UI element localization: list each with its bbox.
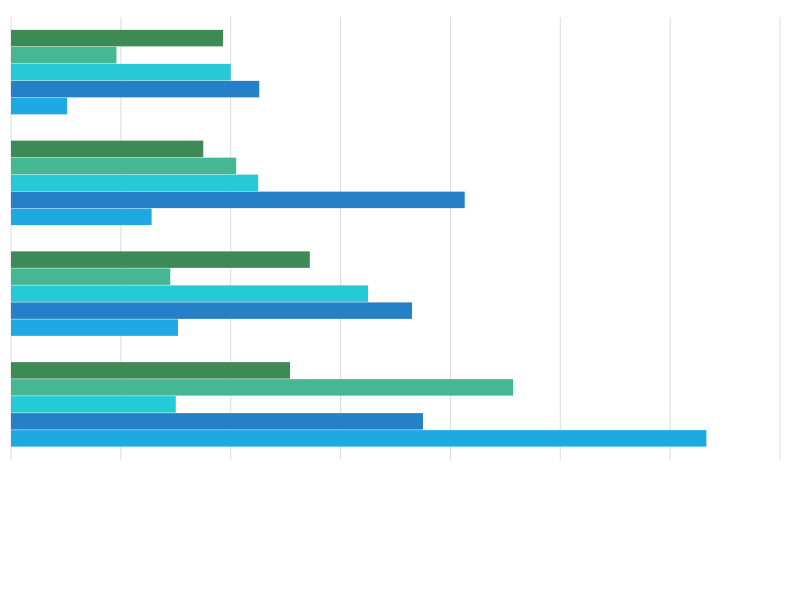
bar — [11, 319, 178, 336]
bar — [11, 413, 423, 430]
bar — [11, 174, 259, 192]
bar — [11, 285, 369, 302]
bar — [11, 97, 68, 115]
bar — [11, 29, 224, 47]
bar — [11, 430, 707, 447]
bar — [11, 396, 176, 413]
bar — [11, 208, 152, 226]
bar — [11, 63, 231, 81]
bar — [11, 140, 204, 158]
bar — [11, 191, 465, 209]
bar — [11, 379, 514, 396]
bar — [11, 362, 291, 379]
bar — [11, 302, 412, 319]
bar — [11, 46, 117, 64]
bar — [11, 80, 260, 98]
bar — [11, 268, 171, 285]
bar — [11, 157, 237, 175]
bar — [11, 251, 310, 268]
